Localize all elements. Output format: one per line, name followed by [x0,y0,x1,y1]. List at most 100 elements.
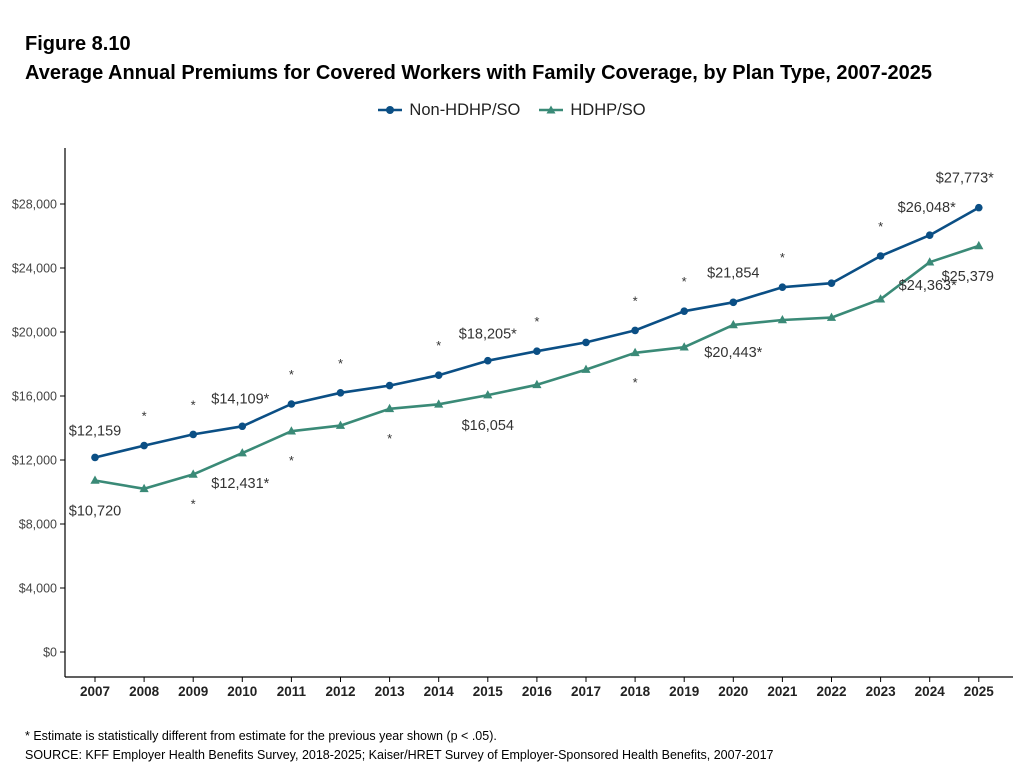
data-point-non-hdhp [91,453,99,462]
y-tick-label: $16,000 [12,390,57,404]
x-tick-label: 2017 [571,684,601,699]
data-point-non-hdhp [876,252,885,260]
x-tick-label: 2024 [915,684,946,699]
x-tick-label: 2022 [816,684,846,699]
y-tick-label: $28,000 [12,198,57,212]
data-point-non-hdhp [680,307,688,316]
footnote: * Estimate is statistically different fr… [25,729,497,743]
data-point-hdhp [335,420,346,429]
legend-key-non-hdhp [378,106,403,114]
data-point-hdhp [188,469,198,478]
data-point-hdhp [581,364,591,373]
legend-label-hdhp: HDHP/SO [570,100,646,119]
x-tick-label: 2013 [375,684,406,699]
x-tick-label: 2018 [620,684,651,699]
data-point-hdhp [728,319,738,329]
significance-marker-non-hdhp: * [142,409,147,424]
series-line-hdhp [94,244,980,491]
data-point-hdhp [925,257,935,266]
significance-marker-non-hdhp: * [878,219,883,234]
data-point-hdhp [777,315,787,324]
data-label-non-hdhp: $26,048* [898,200,956,216]
x-tick-label: 2016 [522,684,553,699]
significance-marker-non-hdhp: * [780,250,785,265]
series-line-non-hdhp [94,206,980,459]
data-point-non-hdhp [975,203,983,212]
data-point-non-hdhp [778,283,787,292]
data-point-hdhp [483,390,493,399]
significance-marker-hdhp: * [289,453,294,468]
data-point-non-hdhp [484,356,492,365]
data-point-hdhp [679,342,689,351]
x-tick-label: 2019 [669,684,699,699]
significance-marker-non-hdhp: * [289,367,294,382]
significance-marker-non-hdhp: * [191,397,196,412]
line-chart: $0 $4,000 $8,000 $12,000 $16,000 $20,000 $24,0… [12,148,1013,699]
data-point-non-hdhp [582,338,590,347]
data-label-hdhp: $16,054 [462,418,514,434]
legend-item-hdhp: HDHP/SO [538,100,646,120]
data-label-non-hdhp: $21,854 [707,265,759,281]
data-point-non-hdhp [336,389,345,397]
source-note: SOURCE: KFF Employer Health Benefits Sur… [25,748,774,762]
chart-legend: Non-HDHP/SO HDHP/SO [0,98,1023,122]
data-label-hdhp: $10,720 [69,503,121,519]
data-label-non-hdhp: $12,159 [69,423,121,439]
data-point-hdhp [90,475,100,484]
x-tick-label: 2012 [325,684,355,699]
x-tick-label: 2020 [718,684,748,699]
data-point-hdhp [876,294,886,303]
data-point-non-hdhp [925,231,934,240]
significance-marker-non-hdhp: * [436,338,441,353]
figure-label: Figure 8.10 [25,33,131,55]
data-point-hdhp [139,483,149,493]
x-tick-label: 2015 [473,684,504,699]
significance-marker-non-hdhp: * [682,274,687,289]
data-point-non-hdhp [140,441,148,450]
data-label-hdhp: $24,363* [899,278,957,294]
y-tick-label: $0 [43,646,57,660]
significance-marker-hdhp: * [387,431,392,446]
data-point-non-hdhp [729,298,738,307]
data-point-non-hdhp [189,430,197,439]
data-label-non-hdhp: $18,205* [459,327,517,343]
significance-marker-non-hdhp: * [633,293,638,308]
data-label-hdhp: $12,431* [211,476,269,492]
data-point-hdhp [630,347,640,357]
significance-marker-hdhp: * [191,496,196,511]
data-label-non-hdhp: $27,773* [936,171,994,187]
data-point-non-hdhp [385,381,394,390]
data-point-non-hdhp [533,347,541,356]
y-tick-label: $24,000 [12,262,57,276]
x-tick-label: 2025 [964,684,995,699]
x-tick-label: 2011 [277,684,307,699]
legend-item-non-hdhp: Non-HDHP/SO [377,101,520,120]
data-point-non-hdhp [287,400,296,408]
chart-title: Average Annual Premiums for Covered Work… [25,62,933,84]
data-label-hdhp: $25,379 [942,269,994,285]
legend-key-hdhp [539,105,564,114]
data-point-hdhp [385,403,395,413]
legend-label-non-hdhp: Non-HDHP/SO [409,100,521,119]
significance-marker-non-hdhp: * [534,314,539,329]
data-label-hdhp: $20,443* [704,345,762,361]
data-point-non-hdhp [434,371,443,380]
x-tick-label: 2021 [767,684,798,699]
data-point-hdhp [532,379,542,389]
data-point-hdhp [826,312,837,321]
x-tick-label: 2007 [80,684,110,699]
data-label-non-hdhp: $14,109* [211,391,269,407]
data-point-hdhp [286,426,296,435]
y-tick-label: $4,000 [19,582,57,596]
x-tick-label: 2008 [129,684,160,699]
x-tick-label: 2014 [424,684,455,699]
data-point-hdhp [974,240,984,250]
x-tick-label: 2009 [178,684,208,699]
significance-marker-non-hdhp: * [338,356,343,371]
y-tick-label: $20,000 [12,326,57,340]
x-tick-label: 2023 [866,684,897,699]
y-tick-label: $12,000 [12,454,57,468]
y-tick-label: $8,000 [19,518,57,532]
x-tick-label: 2010 [227,684,257,699]
data-point-hdhp [237,448,247,457]
